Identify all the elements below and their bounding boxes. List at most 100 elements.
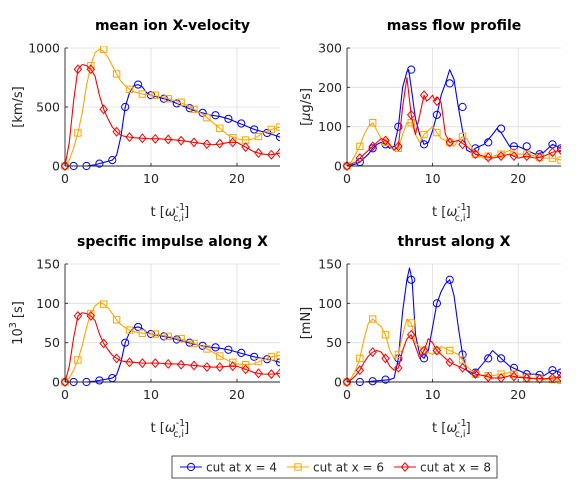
data-point — [112, 126, 121, 137]
data-point — [203, 345, 211, 353]
subplot-title: mass flow profile — [387, 18, 522, 34]
data-point — [419, 345, 429, 356]
data-point — [112, 353, 121, 364]
data-point — [446, 346, 454, 355]
data-point — [138, 329, 147, 337]
data-point — [86, 310, 96, 321]
data-point — [267, 353, 276, 361]
data-point — [381, 135, 390, 146]
data-point — [229, 133, 237, 142]
series-group — [60, 46, 280, 171]
data-point — [381, 353, 390, 364]
data-point — [134, 322, 143, 332]
data-point — [419, 90, 429, 101]
data-point — [73, 310, 83, 321]
data-point — [368, 119, 377, 127]
data-point — [496, 124, 506, 133]
y-tick-label: 50 — [44, 335, 60, 350]
data-point — [60, 377, 70, 387]
subplot-title: mean ion X-velocity — [95, 18, 250, 34]
data-point — [224, 114, 233, 123]
data-point — [432, 299, 441, 308]
data-point — [215, 138, 225, 149]
data-point — [267, 149, 276, 160]
data-point — [368, 141, 377, 152]
y-tick-label: 150 — [36, 257, 60, 272]
data-point — [432, 110, 441, 119]
data-point — [138, 133, 147, 144]
legend-marker — [400, 462, 410, 472]
x-tick-label: 0 — [343, 387, 351, 402]
subplot-title: thrust along X — [398, 234, 511, 250]
x-tick-label: 20 — [510, 387, 526, 402]
data-point — [176, 135, 186, 146]
data-point — [121, 338, 130, 347]
data-point — [125, 85, 134, 93]
data-point — [108, 156, 117, 165]
x-tick-label: 10 — [143, 171, 159, 186]
data-point — [74, 129, 82, 137]
data-point — [356, 354, 364, 363]
data-point — [211, 343, 220, 352]
data-point — [100, 46, 108, 53]
data-point — [198, 108, 207, 118]
subplot-3: 0 10 20 0 50 100 150 specific impulse along X t … — [8, 234, 280, 440]
legend-entry: cut at x = 4 — [180, 461, 277, 475]
data-point — [368, 144, 377, 153]
data-point — [241, 142, 250, 153]
data-point — [267, 125, 276, 134]
data-point — [164, 332, 172, 341]
data-point — [356, 142, 364, 151]
data-point — [548, 154, 557, 162]
y-tick-label: 0 — [334, 375, 342, 390]
data-point — [394, 141, 403, 152]
data-point — [138, 90, 147, 98]
data-point — [445, 275, 454, 284]
x-tick-label: 20 — [229, 171, 245, 186]
data-point — [483, 372, 493, 383]
series-line-x6 — [346, 122, 561, 167]
data-point — [556, 368, 561, 377]
x-axis-label: t [ω-1 c,i] — [432, 202, 471, 224]
data-point — [548, 147, 557, 158]
data-point — [151, 358, 160, 369]
y-tick-label: 100 — [318, 119, 342, 134]
data-point — [241, 360, 250, 369]
data-point — [185, 104, 194, 113]
subplot-4: 0 10 20 0 50 100 150 thrust along X t [ω-1 c,i] [m… — [299, 234, 561, 440]
y-tick-label: 0 — [52, 159, 60, 174]
data-point — [407, 319, 415, 327]
data-point — [432, 96, 442, 107]
data-point — [394, 362, 403, 373]
data-point — [151, 133, 160, 144]
data-point — [176, 359, 186, 370]
data-point — [276, 123, 280, 131]
data-point — [509, 142, 519, 151]
data-point — [556, 144, 561, 153]
x-tick-label: 20 — [229, 387, 245, 402]
data-point — [523, 150, 531, 158]
data-point — [557, 376, 561, 385]
x-tick-label: 10 — [425, 171, 441, 186]
y-axis-label: [mN] — [299, 307, 314, 340]
data-point — [202, 139, 212, 150]
y-tick-label: 150 — [318, 257, 342, 272]
data-point — [557, 156, 561, 164]
data-point — [177, 335, 185, 343]
subplot-title: specific impulse along X — [77, 234, 268, 250]
data-point — [458, 362, 467, 373]
y-tick-label: 1000 — [28, 41, 60, 56]
data-point — [342, 161, 352, 171]
data-point — [203, 113, 211, 122]
data-point — [134, 80, 143, 89]
y-tick-label: 200 — [318, 80, 342, 95]
data-point — [433, 128, 441, 137]
data-point — [355, 153, 365, 164]
y-tick-label: 100 — [36, 296, 60, 311]
data-point — [254, 368, 263, 379]
data-point — [250, 125, 259, 134]
data-point — [163, 358, 173, 369]
data-point — [73, 64, 83, 75]
data-point — [276, 351, 280, 359]
data-point — [254, 148, 263, 158]
